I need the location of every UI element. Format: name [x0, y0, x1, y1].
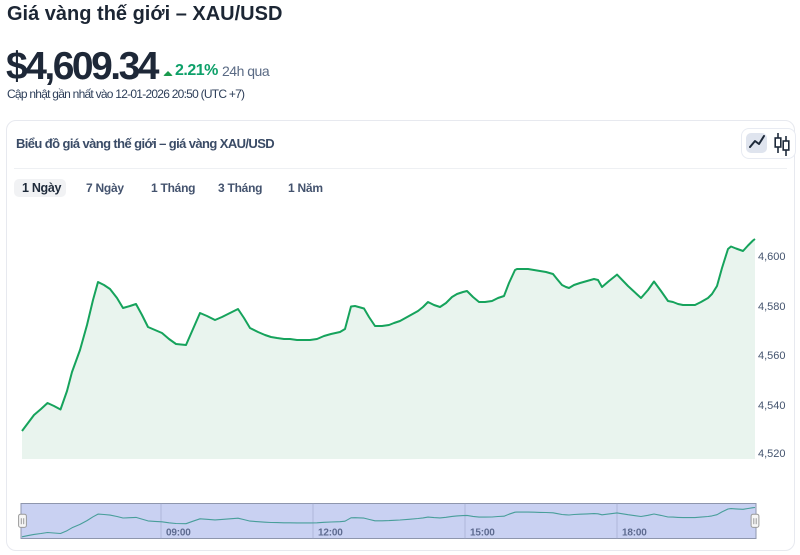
svg-text:4,580: 4,580 [758, 301, 786, 313]
svg-text:09:00: 09:00 [166, 528, 191, 539]
svg-text:4,560: 4,560 [758, 350, 786, 362]
svg-text:12:00: 12:00 [318, 528, 343, 539]
svg-text:18:00: 18:00 [622, 528, 647, 539]
svg-text:4,540: 4,540 [758, 400, 786, 412]
svg-text:4,600: 4,600 [758, 251, 786, 263]
svg-text:4,520: 4,520 [758, 448, 786, 460]
svg-text:15:00: 15:00 [470, 528, 495, 539]
